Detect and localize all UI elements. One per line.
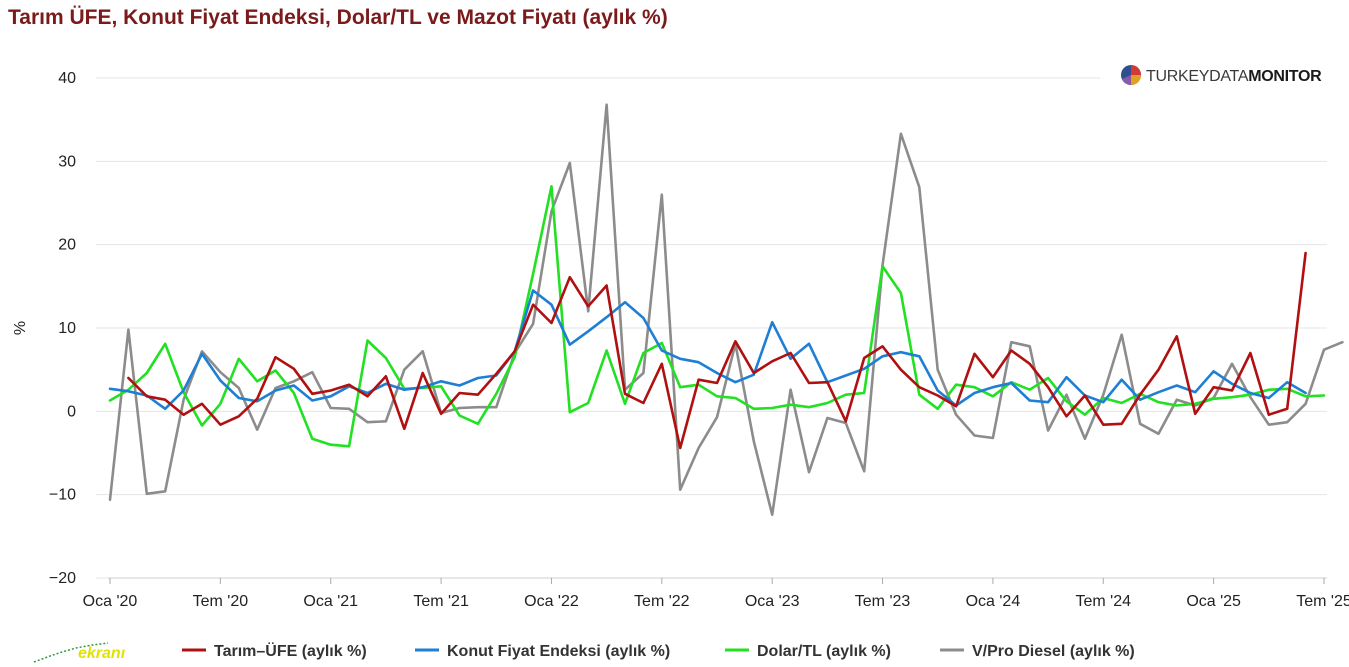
y-tick-label: −20 bbox=[49, 570, 76, 587]
x-tick-label: Tem '21 bbox=[413, 593, 469, 610]
y-tick-label: 30 bbox=[58, 153, 76, 170]
y-tick-label: −10 bbox=[49, 487, 76, 504]
series-line bbox=[108, 185, 1326, 448]
chart-title: Tarım ÜFE, Konut Fiyat Endeksi, Dolar/TL… bbox=[8, 6, 668, 29]
series-line bbox=[127, 251, 1307, 450]
y-tick-label: 40 bbox=[58, 70, 76, 87]
x-tick-label: Tem '22 bbox=[634, 593, 690, 610]
brand-logo: TURKEYDATAMONITOR bbox=[1121, 65, 1322, 85]
pie-logo-icon bbox=[1121, 65, 1141, 85]
x-tick-label: Tem '23 bbox=[855, 593, 911, 610]
grid-lines bbox=[96, 62, 1330, 579]
x-tick-label: Tem '20 bbox=[193, 593, 249, 610]
brand-name-part2: MONITOR bbox=[1248, 68, 1322, 85]
watermark-logo: ekranı bbox=[33, 642, 126, 663]
series-lines bbox=[108, 103, 1344, 516]
brand-name-part1: TURKEYDATA bbox=[1146, 68, 1249, 85]
x-tick-label: Oca '20 bbox=[83, 593, 138, 610]
x-tick-label: Oca '22 bbox=[524, 593, 579, 610]
series-line bbox=[108, 289, 1307, 411]
legend-label[interactable]: Dolar/TL (aylık %) bbox=[757, 643, 891, 660]
series-line bbox=[108, 103, 1344, 516]
x-tick-label: Oca '24 bbox=[966, 593, 1021, 610]
y-axis-ticks: −20 −10 0 10 20 30 40 bbox=[49, 70, 76, 587]
y-tick-label: 0 bbox=[67, 403, 76, 420]
x-tick-label: Oca '23 bbox=[745, 593, 800, 610]
svg-text:TURKEYDATAMONITOR: TURKEYDATAMONITOR bbox=[1146, 68, 1322, 85]
legend-label[interactable]: Konut Fiyat Endeksi (aylık %) bbox=[447, 643, 670, 660]
y-axis-label: % bbox=[12, 321, 29, 335]
legend: Tarım–ÜFE (aylık %) Konut Fiyat Endeksi (… bbox=[182, 641, 1135, 660]
x-tick-label: Tem '24 bbox=[1076, 593, 1132, 610]
x-tick-label: Oca '25 bbox=[1186, 593, 1241, 610]
legend-label[interactable]: Tarım–ÜFE (aylık %) bbox=[214, 641, 367, 660]
watermark-text: ekranı bbox=[78, 645, 126, 662]
y-tick-label: 10 bbox=[58, 320, 76, 337]
legend-label[interactable]: V/Pro Diesel (aylık %) bbox=[972, 643, 1135, 660]
x-tick-label: Oca '21 bbox=[303, 593, 358, 610]
y-tick-label: 20 bbox=[58, 237, 76, 254]
x-tick-label: Tem '25 bbox=[1296, 593, 1349, 610]
x-axis: Oca '20 Tem '20 Oca '21 Tem '21 Oca '22 Tem '… bbox=[83, 577, 1349, 610]
